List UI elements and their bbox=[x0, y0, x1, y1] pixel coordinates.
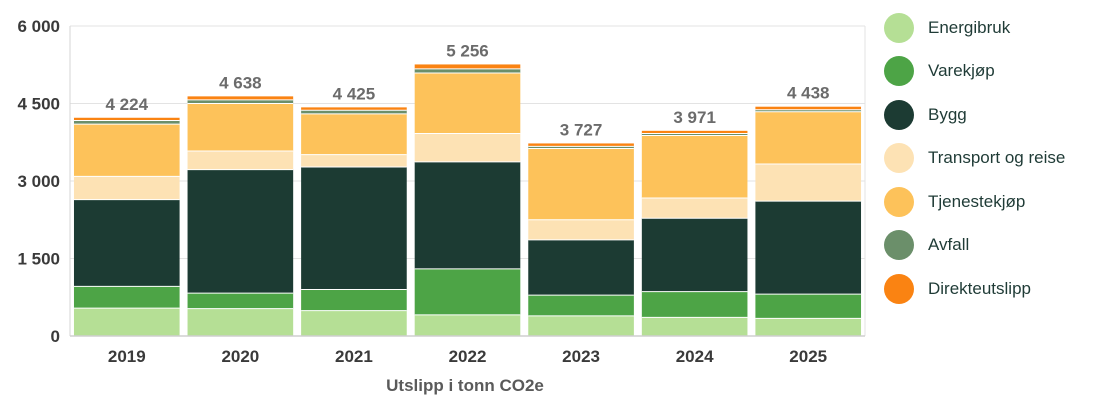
x-tick-label: 2022 bbox=[449, 347, 487, 366]
y-tick-label: 3 000 bbox=[17, 172, 60, 191]
y-tick-label: 6 000 bbox=[17, 17, 60, 36]
bar-segment bbox=[414, 73, 521, 134]
bar-segment bbox=[414, 133, 521, 162]
bar-segment bbox=[528, 143, 634, 147]
bar-segment bbox=[187, 103, 294, 152]
legend-label: Transport og reise bbox=[928, 148, 1066, 168]
bar-segment bbox=[73, 120, 180, 125]
bar-segment bbox=[528, 295, 634, 316]
bar-segment bbox=[414, 68, 521, 74]
bar-segment bbox=[301, 107, 407, 111]
legend-swatch bbox=[884, 230, 914, 261]
labels: 0 1 500 3 000 4 500 6 000 4 224 2019 4 638 2020 4… bbox=[17, 17, 829, 366]
bar-segment bbox=[301, 154, 407, 168]
bar-total-label: 4 224 bbox=[106, 95, 149, 114]
legend-label: Varekjøp bbox=[928, 61, 995, 81]
y-tick-label: 0 bbox=[51, 327, 60, 346]
bar-segment bbox=[528, 219, 634, 240]
bar-segment bbox=[528, 239, 634, 296]
x-tick-label: 2023 bbox=[562, 347, 600, 366]
bar-total-label: 5 256 bbox=[446, 41, 489, 60]
legend-item[interactable]: Varekjøp bbox=[884, 50, 1089, 94]
bar-segment bbox=[301, 113, 407, 155]
legend-swatch bbox=[884, 12, 914, 43]
legend-swatch bbox=[884, 143, 914, 174]
bar-segment bbox=[755, 111, 862, 164]
bar-segment bbox=[187, 293, 294, 309]
bar-total-label: 3 971 bbox=[673, 108, 716, 127]
legend-label: Direkteutslipp bbox=[928, 278, 1031, 298]
legend-swatch bbox=[884, 56, 914, 87]
bar-segment bbox=[301, 289, 407, 311]
legend-item[interactable]: Direkteutslipp bbox=[884, 267, 1089, 311]
bar-segment bbox=[641, 198, 748, 219]
bar-total-label: 4 638 bbox=[219, 73, 262, 92]
legend-label: Bygg bbox=[928, 104, 967, 124]
y-tick-label: 1 500 bbox=[17, 250, 60, 269]
bar-segment bbox=[187, 99, 294, 104]
bar-segment bbox=[641, 130, 748, 134]
stacked-bar-chart: 0 1 500 3 000 4 500 6 000 4 224 2019 4 638 2020 4… bbox=[17, 17, 866, 395]
bar-segment bbox=[73, 124, 180, 177]
bar-segment bbox=[73, 199, 180, 287]
bar-segment bbox=[187, 151, 294, 170]
legend-item[interactable]: Energibruk bbox=[884, 6, 1089, 50]
bar-segment bbox=[414, 161, 521, 269]
bar-segment bbox=[641, 291, 748, 318]
bar-segment bbox=[528, 315, 634, 336]
x-axis-title: Utslipp i tonn CO2e bbox=[386, 376, 544, 395]
x-tick-label: 2021 bbox=[335, 347, 373, 366]
axes bbox=[69, 26, 866, 337]
bar-segment bbox=[528, 148, 634, 220]
legend-item[interactable]: Bygg bbox=[884, 93, 1089, 137]
bar-segment bbox=[755, 109, 862, 112]
y-tick-label: 4 500 bbox=[17, 95, 60, 114]
bar-total-label: 3 727 bbox=[560, 120, 603, 139]
bar-segment bbox=[73, 308, 180, 336]
bar-segment bbox=[187, 169, 294, 294]
legend-label: Avfall bbox=[928, 235, 970, 255]
bars bbox=[73, 64, 862, 336]
bar-segment bbox=[641, 135, 748, 199]
bar-segment bbox=[528, 146, 634, 149]
legend-swatch bbox=[884, 99, 914, 130]
bar-segment bbox=[414, 268, 521, 315]
bar-segment bbox=[641, 218, 748, 292]
legend-swatch bbox=[884, 186, 914, 217]
legend-swatch bbox=[884, 273, 914, 304]
bar-segment bbox=[641, 133, 748, 136]
x-tick-label: 2019 bbox=[108, 347, 146, 366]
bar-segment bbox=[755, 201, 862, 295]
legend-item[interactable]: Avfall bbox=[884, 224, 1089, 268]
bar-segment bbox=[755, 318, 862, 336]
bar-segment bbox=[414, 314, 521, 336]
x-tick-label: 2020 bbox=[221, 347, 259, 366]
bar-segment bbox=[755, 294, 862, 319]
legend: Energibruk Varekjøp Bygg Transport og reise… bbox=[884, 6, 1089, 311]
bar-total-label: 4 425 bbox=[333, 84, 376, 103]
bar-segment bbox=[73, 176, 180, 200]
bar-segment bbox=[73, 117, 180, 121]
bar-segment bbox=[414, 64, 521, 69]
bar-segment bbox=[301, 167, 407, 290]
bar-segment bbox=[187, 96, 294, 100]
legend-item[interactable]: Tjenestekjøp bbox=[884, 180, 1089, 224]
x-tick-label: 2024 bbox=[676, 347, 714, 366]
legend-item[interactable]: Transport og reise bbox=[884, 137, 1089, 181]
x-tick-label: 2025 bbox=[789, 347, 827, 366]
bar-segment bbox=[73, 286, 180, 309]
bar-segment bbox=[187, 308, 294, 336]
bar-segment bbox=[755, 106, 862, 110]
bar-segment bbox=[301, 110, 407, 114]
bar-segment bbox=[755, 163, 862, 202]
legend-label: Energibruk bbox=[928, 17, 1011, 37]
bar-segment bbox=[301, 310, 407, 336]
bar-segment bbox=[641, 317, 748, 336]
legend-label: Tjenestekjøp bbox=[928, 191, 1026, 211]
bar-total-label: 4 438 bbox=[787, 84, 830, 103]
